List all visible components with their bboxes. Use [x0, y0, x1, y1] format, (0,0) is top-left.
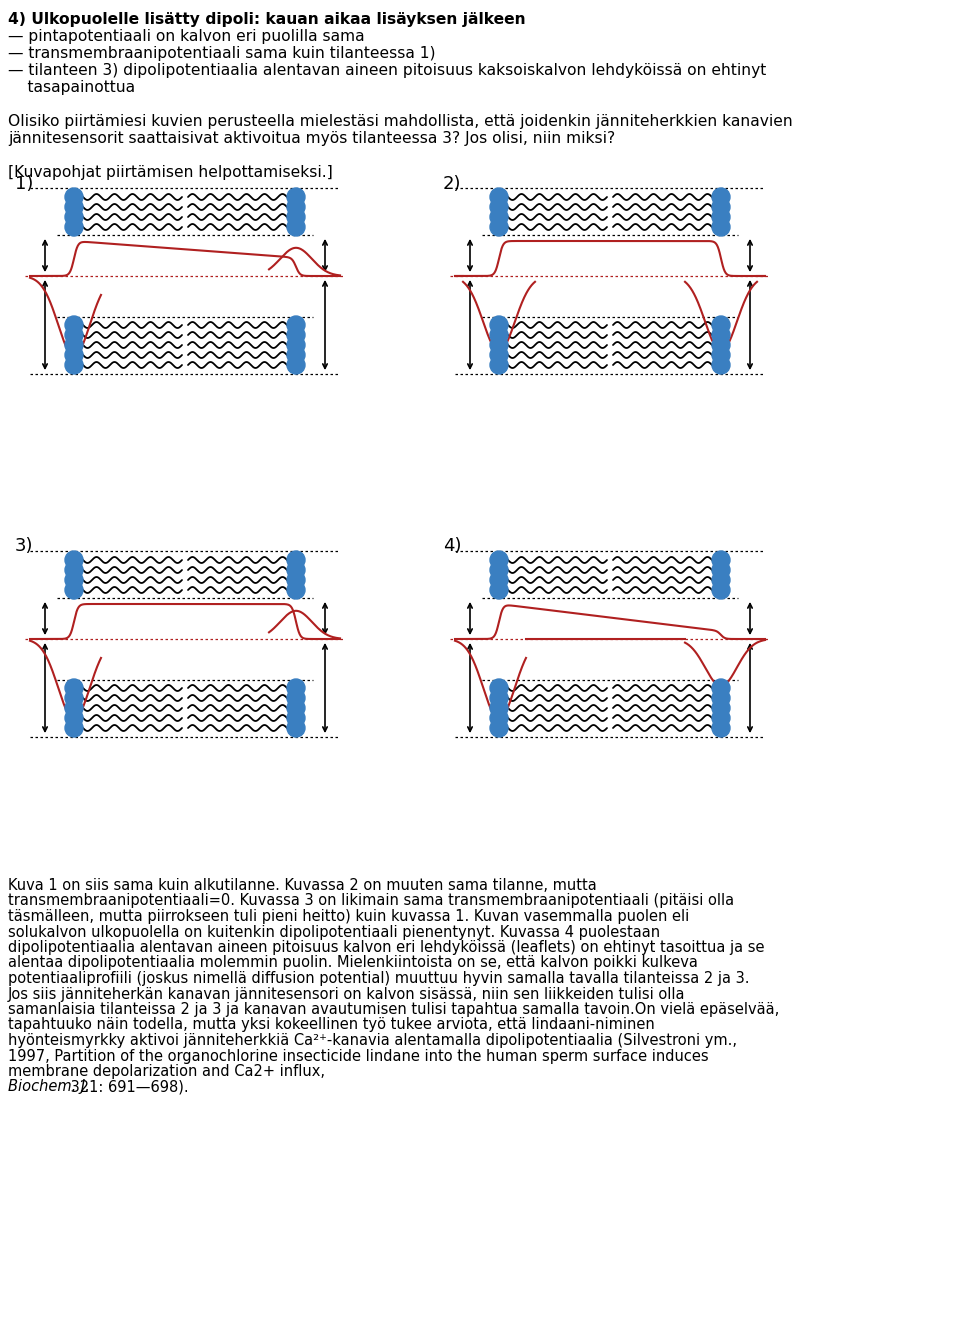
Circle shape [287, 208, 305, 226]
Circle shape [712, 560, 730, 579]
Circle shape [65, 689, 83, 707]
Circle shape [287, 719, 305, 737]
Circle shape [287, 560, 305, 579]
Text: dipolipotentiaalia alentavan aineen pitoisuus kalvon eri lehdyköissä (leaflets) : dipolipotentiaalia alentavan aineen pito… [8, 939, 764, 956]
Circle shape [712, 327, 730, 344]
Circle shape [490, 316, 508, 335]
Circle shape [287, 581, 305, 599]
Text: Biochem. J.: Biochem. J. [8, 1079, 90, 1094]
Circle shape [287, 699, 305, 716]
Text: 4) Ulkopuolelle lisätty dipoli: kauan aikaa lisäyksen jälkeen: 4) Ulkopuolelle lisätty dipoli: kauan ai… [8, 12, 526, 27]
Circle shape [712, 551, 730, 569]
Text: solukalvon ulkopuolella on kuitenkin dipolipotentiaali pienentynyt. Kuvassa 4 pu: solukalvon ulkopuolella on kuitenkin dip… [8, 925, 660, 939]
Circle shape [712, 679, 730, 698]
Circle shape [712, 689, 730, 707]
Circle shape [490, 571, 508, 589]
Circle shape [65, 581, 83, 599]
Circle shape [65, 327, 83, 344]
Circle shape [65, 345, 83, 364]
Circle shape [287, 679, 305, 698]
Circle shape [712, 218, 730, 237]
Circle shape [712, 345, 730, 364]
Circle shape [490, 208, 508, 226]
Circle shape [490, 345, 508, 364]
Circle shape [712, 699, 730, 716]
Text: 2): 2) [443, 175, 462, 194]
Text: täsmälleen, mutta piirrokseen tuli pieni heitto) kuin kuvassa 1. Kuvan vasemmall: täsmälleen, mutta piirrokseen tuli pieni… [8, 909, 689, 925]
Circle shape [712, 316, 730, 335]
Text: 4): 4) [443, 538, 462, 555]
Text: Kuva 1 on siis sama kuin alkutilanne. Kuvassa 2 on muuten sama tilanne, mutta: Kuva 1 on siis sama kuin alkutilanne. Ku… [8, 878, 597, 892]
Text: Jos siis jänniteherkän kanavan jännitesensori on kalvon sisässä, niin sen liikke: Jos siis jänniteherkän kanavan jännitese… [8, 986, 685, 1001]
Circle shape [287, 551, 305, 569]
Circle shape [287, 689, 305, 707]
Circle shape [65, 188, 83, 206]
Circle shape [712, 571, 730, 589]
Circle shape [287, 188, 305, 206]
Text: membrane depolarization and Ca2+ influx,: membrane depolarization and Ca2+ influx, [8, 1064, 325, 1079]
Text: tapahtuuko näin todella, mutta yksi kokeellinen työ tukee arviota, että lindaani: tapahtuuko näin todella, mutta yksi koke… [8, 1017, 655, 1032]
Circle shape [65, 316, 83, 335]
Circle shape [65, 208, 83, 226]
Circle shape [287, 327, 305, 344]
Circle shape [490, 560, 508, 579]
Circle shape [65, 710, 83, 727]
Text: samanlaisia tilanteissa 2 ja 3 ja kanavan avautumisen tulisi tapahtua samalla ta: samanlaisia tilanteissa 2 ja 3 ja kanava… [8, 1003, 780, 1017]
Circle shape [490, 699, 508, 716]
Circle shape [490, 679, 508, 698]
Circle shape [287, 356, 305, 374]
Text: transmembraanipotentiaali=0. Kuvassa 3 on likimain sama transmembraanipotentiaal: transmembraanipotentiaali=0. Kuvassa 3 o… [8, 894, 734, 909]
Text: 1): 1) [15, 175, 34, 194]
Text: hyönteismyrkky aktivoi jänniteherkkiä Ca²⁺-kanavia alentamalla dipolipotentiaali: hyönteismyrkky aktivoi jänniteherkkiä Ca… [8, 1034, 737, 1048]
Text: tasapainottua: tasapainottua [8, 81, 135, 95]
Circle shape [65, 198, 83, 216]
Circle shape [712, 719, 730, 737]
Circle shape [490, 336, 508, 353]
Text: [Kuvapohjat piirtämisen helpottamiseksi.]: [Kuvapohjat piirtämisen helpottamiseksi.… [8, 165, 333, 180]
Text: — pintapotentiaali on kalvon eri puolilla sama: — pintapotentiaali on kalvon eri puolill… [8, 30, 365, 44]
Circle shape [490, 710, 508, 727]
Circle shape [65, 336, 83, 353]
Circle shape [65, 356, 83, 374]
Circle shape [490, 719, 508, 737]
Text: — tilanteen 3) dipolipotentiaalia alentavan aineen pitoisuus kaksoiskalvon lehdy: — tilanteen 3) dipolipotentiaalia alenta… [8, 63, 766, 78]
Text: — transmembraanipotentiaali sama kuin tilanteessa 1): — transmembraanipotentiaali sama kuin ti… [8, 46, 436, 60]
Circle shape [65, 218, 83, 237]
Text: 321: 691—698).: 321: 691—698). [66, 1079, 188, 1094]
Circle shape [712, 198, 730, 216]
Text: Olisiko piirtämiesi kuvien perusteella mielestäsi mahdollista, että joidenkin jä: Olisiko piirtämiesi kuvien perusteella m… [8, 114, 793, 129]
Circle shape [287, 336, 305, 353]
Circle shape [65, 560, 83, 579]
Circle shape [65, 679, 83, 698]
Circle shape [287, 571, 305, 589]
Circle shape [65, 551, 83, 569]
Circle shape [712, 356, 730, 374]
Text: jännitesensorit saattaisivat aktivoitua myös tilanteessa 3? Jos olisi, niin miks: jännitesensorit saattaisivat aktivoitua … [8, 130, 615, 146]
Circle shape [490, 356, 508, 374]
Text: potentiaaliprofiili (joskus nimellä diffusion potential) muuttuu hyvin samalla t: potentiaaliprofiili (joskus nimellä diff… [8, 970, 750, 986]
Circle shape [287, 198, 305, 216]
Circle shape [712, 188, 730, 206]
Circle shape [490, 188, 508, 206]
Circle shape [712, 336, 730, 353]
Circle shape [490, 327, 508, 344]
Circle shape [287, 218, 305, 237]
Circle shape [287, 710, 305, 727]
Circle shape [712, 581, 730, 599]
Circle shape [490, 551, 508, 569]
Circle shape [65, 699, 83, 716]
Circle shape [490, 689, 508, 707]
Text: alentaa dipolipotentiaalia molemmin puolin. Mielenkiintoista on se, että kalvon : alentaa dipolipotentiaalia molemmin puol… [8, 956, 698, 970]
Circle shape [712, 208, 730, 226]
Circle shape [65, 719, 83, 737]
Circle shape [287, 345, 305, 364]
Circle shape [65, 571, 83, 589]
Circle shape [490, 198, 508, 216]
Circle shape [490, 581, 508, 599]
Circle shape [712, 710, 730, 727]
Text: 3): 3) [15, 538, 34, 555]
Circle shape [287, 316, 305, 335]
Circle shape [490, 218, 508, 237]
Text: 1997, Partition of the organochlorine insecticide lindane into the human sperm s: 1997, Partition of the organochlorine in… [8, 1048, 708, 1063]
